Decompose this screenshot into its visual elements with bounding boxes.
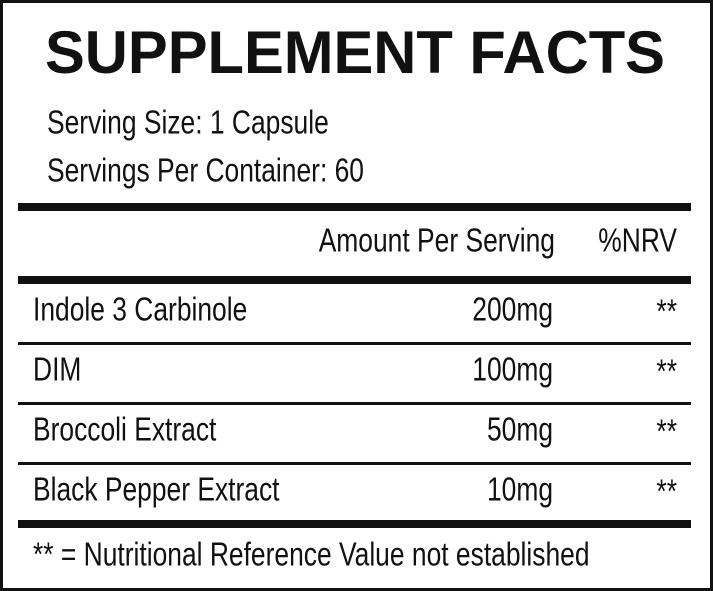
serving-size: Serving Size: 1 Capsule <box>47 104 329 141</box>
ingredient-nrv: ** <box>656 293 677 330</box>
ingredient-nrv: ** <box>656 473 677 510</box>
footnote: ** = Nutritional Reference Value not est… <box>33 536 590 573</box>
column-header: %NRV <box>598 222 677 259</box>
ingredient-name: Broccoli Extract <box>33 411 216 448</box>
column-header: Amount Per Serving <box>319 222 555 259</box>
ingredient-amount: 200mg <box>472 291 553 328</box>
row-divider <box>18 342 691 345</box>
ingredient-nrv: ** <box>656 353 677 390</box>
row-divider <box>18 462 691 465</box>
ingredient-amount: 10mg <box>487 471 553 508</box>
table-rows: Indole 3 Carbinole 200mg ** DIM 100mg ** Brocc… <box>18 291 691 510</box>
ingredient-name: Indole 3 Carbinole <box>33 291 247 328</box>
ingredient-name: Black Pepper Extract <box>33 471 280 508</box>
thick-rule <box>18 276 691 284</box>
title: SUPPLEMENT FACTS <box>45 19 665 86</box>
row-divider <box>18 402 691 405</box>
thick-rule <box>18 520 691 528</box>
thick-rule <box>18 203 691 211</box>
ingredient-amount: 100mg <box>472 351 553 388</box>
ingredient-name: DIM <box>33 351 81 388</box>
ingredient-amount: 50mg <box>487 411 553 448</box>
servings-per-container: Servings Per Container: 60 <box>47 152 364 189</box>
ingredient-nrv: ** <box>656 413 677 450</box>
